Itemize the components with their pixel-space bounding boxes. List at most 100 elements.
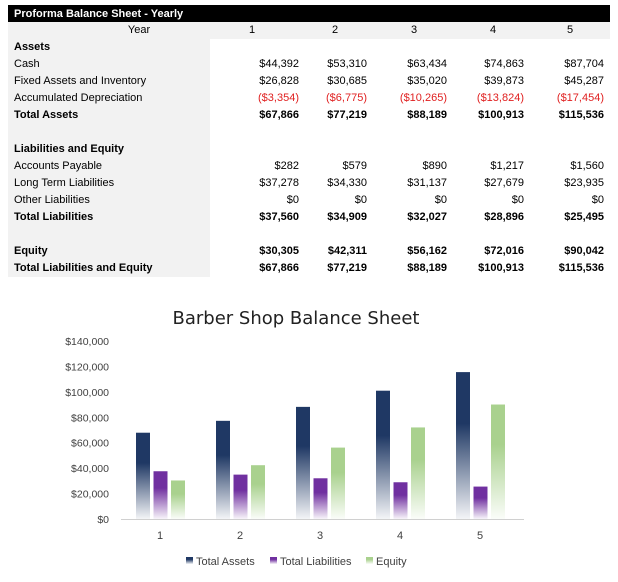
table-row: Long Term Liabilities $37,278 $34,330 $31,1…: [8, 175, 610, 192]
bar-equity: [171, 480, 185, 519]
x-tick-label: 2: [237, 530, 243, 542]
cell-value: $0: [511, 194, 524, 206]
table-row: Total Liabilities $37,560 $34,909 $32,027 $2…: [8, 209, 610, 226]
row-label: [8, 226, 210, 243]
cell-value: $42,311: [327, 245, 367, 257]
row-label: Fixed Assets and Inventory: [8, 73, 210, 90]
row-label: Liabilities and Equity: [8, 141, 210, 158]
row-label: Assets: [8, 39, 210, 56]
table-row: Total Liabilities and Equity $67,866 $77,2…: [8, 260, 610, 277]
row-label: Total Assets: [8, 107, 210, 124]
bar-total-assets: [456, 372, 470, 519]
cell-value: $26,828: [259, 75, 299, 87]
y-tick-label: $120,000: [65, 361, 109, 373]
row-label: Total Liabilities: [8, 209, 210, 226]
cell-value: $32,027: [407, 211, 447, 223]
cell-value: $579: [342, 160, 367, 172]
cell-value: $44,392: [259, 58, 299, 70]
cell-value: $39,873: [484, 75, 524, 87]
bar-equity: [411, 427, 425, 519]
cell-value: $45,287: [564, 75, 604, 87]
balance-sheet-table: Proforma Balance Sheet - Yearly Year 1 2 3 4…: [8, 5, 610, 277]
cell-value: $0: [434, 194, 447, 206]
header-row: Year 1 2 3 4 5: [8, 22, 610, 39]
bar-total-liabilities: [313, 478, 328, 519]
legend-label: Total Assets: [196, 556, 255, 568]
cell-value: $1,560: [570, 160, 604, 172]
bar-total-assets: [216, 420, 230, 519]
year-header: 5: [566, 24, 574, 36]
row-label: Cash: [8, 56, 210, 73]
table-row: Total Assets $67,866 $77,219 $88,189 $100,91…: [8, 107, 610, 124]
cell-value: ($6,775): [326, 92, 367, 104]
x-tick-label: 4: [397, 530, 403, 542]
table-row: [8, 226, 610, 243]
legend-label: Equity: [376, 556, 407, 568]
legend-swatch: [366, 557, 373, 564]
row-label: [8, 124, 210, 141]
legend-label: Total Liabilities: [280, 556, 352, 568]
table-row: Fixed Assets and Inventory $26,828 $30,685…: [8, 73, 610, 90]
legend-swatch: [186, 557, 193, 564]
year-label: Year: [127, 24, 151, 36]
cell-value: $25,495: [564, 211, 604, 223]
row-label: Accounts Payable: [8, 158, 210, 175]
row-label: Other Liabilities: [8, 192, 210, 209]
cell-value: $27,679: [484, 177, 524, 189]
cell-value: $115,536: [558, 109, 604, 121]
legend-swatch: [270, 557, 277, 564]
cell-value: $77,219: [327, 262, 367, 274]
x-tick-label: 5: [477, 530, 483, 542]
table-row: Cash $44,392 $53,310 $63,434 $74,863 $87,704: [8, 56, 610, 73]
year-header: 4: [489, 24, 497, 36]
sheet-title: Proforma Balance Sheet - Yearly: [8, 5, 610, 22]
y-tick-label: $140,000: [65, 336, 109, 348]
cell-value: $30,685: [327, 75, 367, 87]
cell-value: $0: [354, 194, 367, 206]
y-tick-label: $80,000: [71, 412, 109, 424]
bar-total-assets: [296, 406, 310, 519]
table-row: Equity $30,305 $42,311 $56,162 $72,016 $90,04…: [8, 243, 610, 260]
cell-value: $30,305: [259, 245, 299, 257]
cell-value: $37,560: [259, 211, 299, 223]
table-row: Accumulated Depreciation ($3,354) ($6,775)…: [8, 90, 610, 107]
balance-chart: Barber Shop Balance Sheet $0 $20,000 $40,00…: [65, 308, 524, 568]
bar-total-liabilities: [233, 474, 248, 519]
cell-value: $115,536: [558, 262, 604, 274]
row-label: Accumulated Depreciation: [8, 90, 210, 107]
cell-value: ($17,454): [556, 92, 604, 104]
cell-value: $72,016: [484, 245, 524, 257]
bar-total-assets: [376, 390, 390, 519]
y-tick-label: $20,000: [71, 489, 109, 501]
year-header: 3: [410, 24, 418, 36]
cell-value: $100,913: [478, 262, 524, 274]
bar-total-liabilities: [393, 482, 408, 519]
y-tick-label: $100,000: [65, 387, 109, 399]
bar-equity: [331, 447, 345, 519]
cell-value: $28,896: [484, 211, 524, 223]
cell-value: $34,909: [327, 211, 367, 223]
chart-title: Barber Shop Balance Sheet: [173, 308, 420, 329]
cell-value: $0: [286, 194, 299, 206]
year-header: 2: [331, 24, 339, 36]
cell-value: ($13,824): [476, 92, 524, 104]
table-row: Assets: [8, 39, 610, 56]
cell-value: $90,042: [564, 245, 604, 257]
row-label: Equity: [8, 243, 210, 260]
y-tick-label: $60,000: [71, 438, 109, 450]
cell-value: $74,863: [484, 58, 524, 70]
cell-value: ($3,354): [258, 92, 299, 104]
row-label: Long Term Liabilities: [8, 175, 210, 192]
cell-value: $77,219: [327, 109, 367, 121]
cell-value: $100,913: [478, 109, 524, 121]
cell-value: $37,278: [259, 177, 299, 189]
table-row: Liabilities and Equity: [8, 141, 610, 158]
table-row: Accounts Payable $282 $579 $890 $1,217 $1,560: [8, 158, 610, 175]
cell-value: $67,866: [259, 109, 299, 121]
cell-value: $56,162: [407, 245, 447, 257]
cell-value: $23,935: [564, 177, 604, 189]
cell-value: $63,434: [407, 58, 447, 70]
bar-equity: [251, 465, 265, 519]
cell-value: $35,020: [407, 75, 447, 87]
row-label: Total Liabilities and Equity: [8, 260, 210, 277]
